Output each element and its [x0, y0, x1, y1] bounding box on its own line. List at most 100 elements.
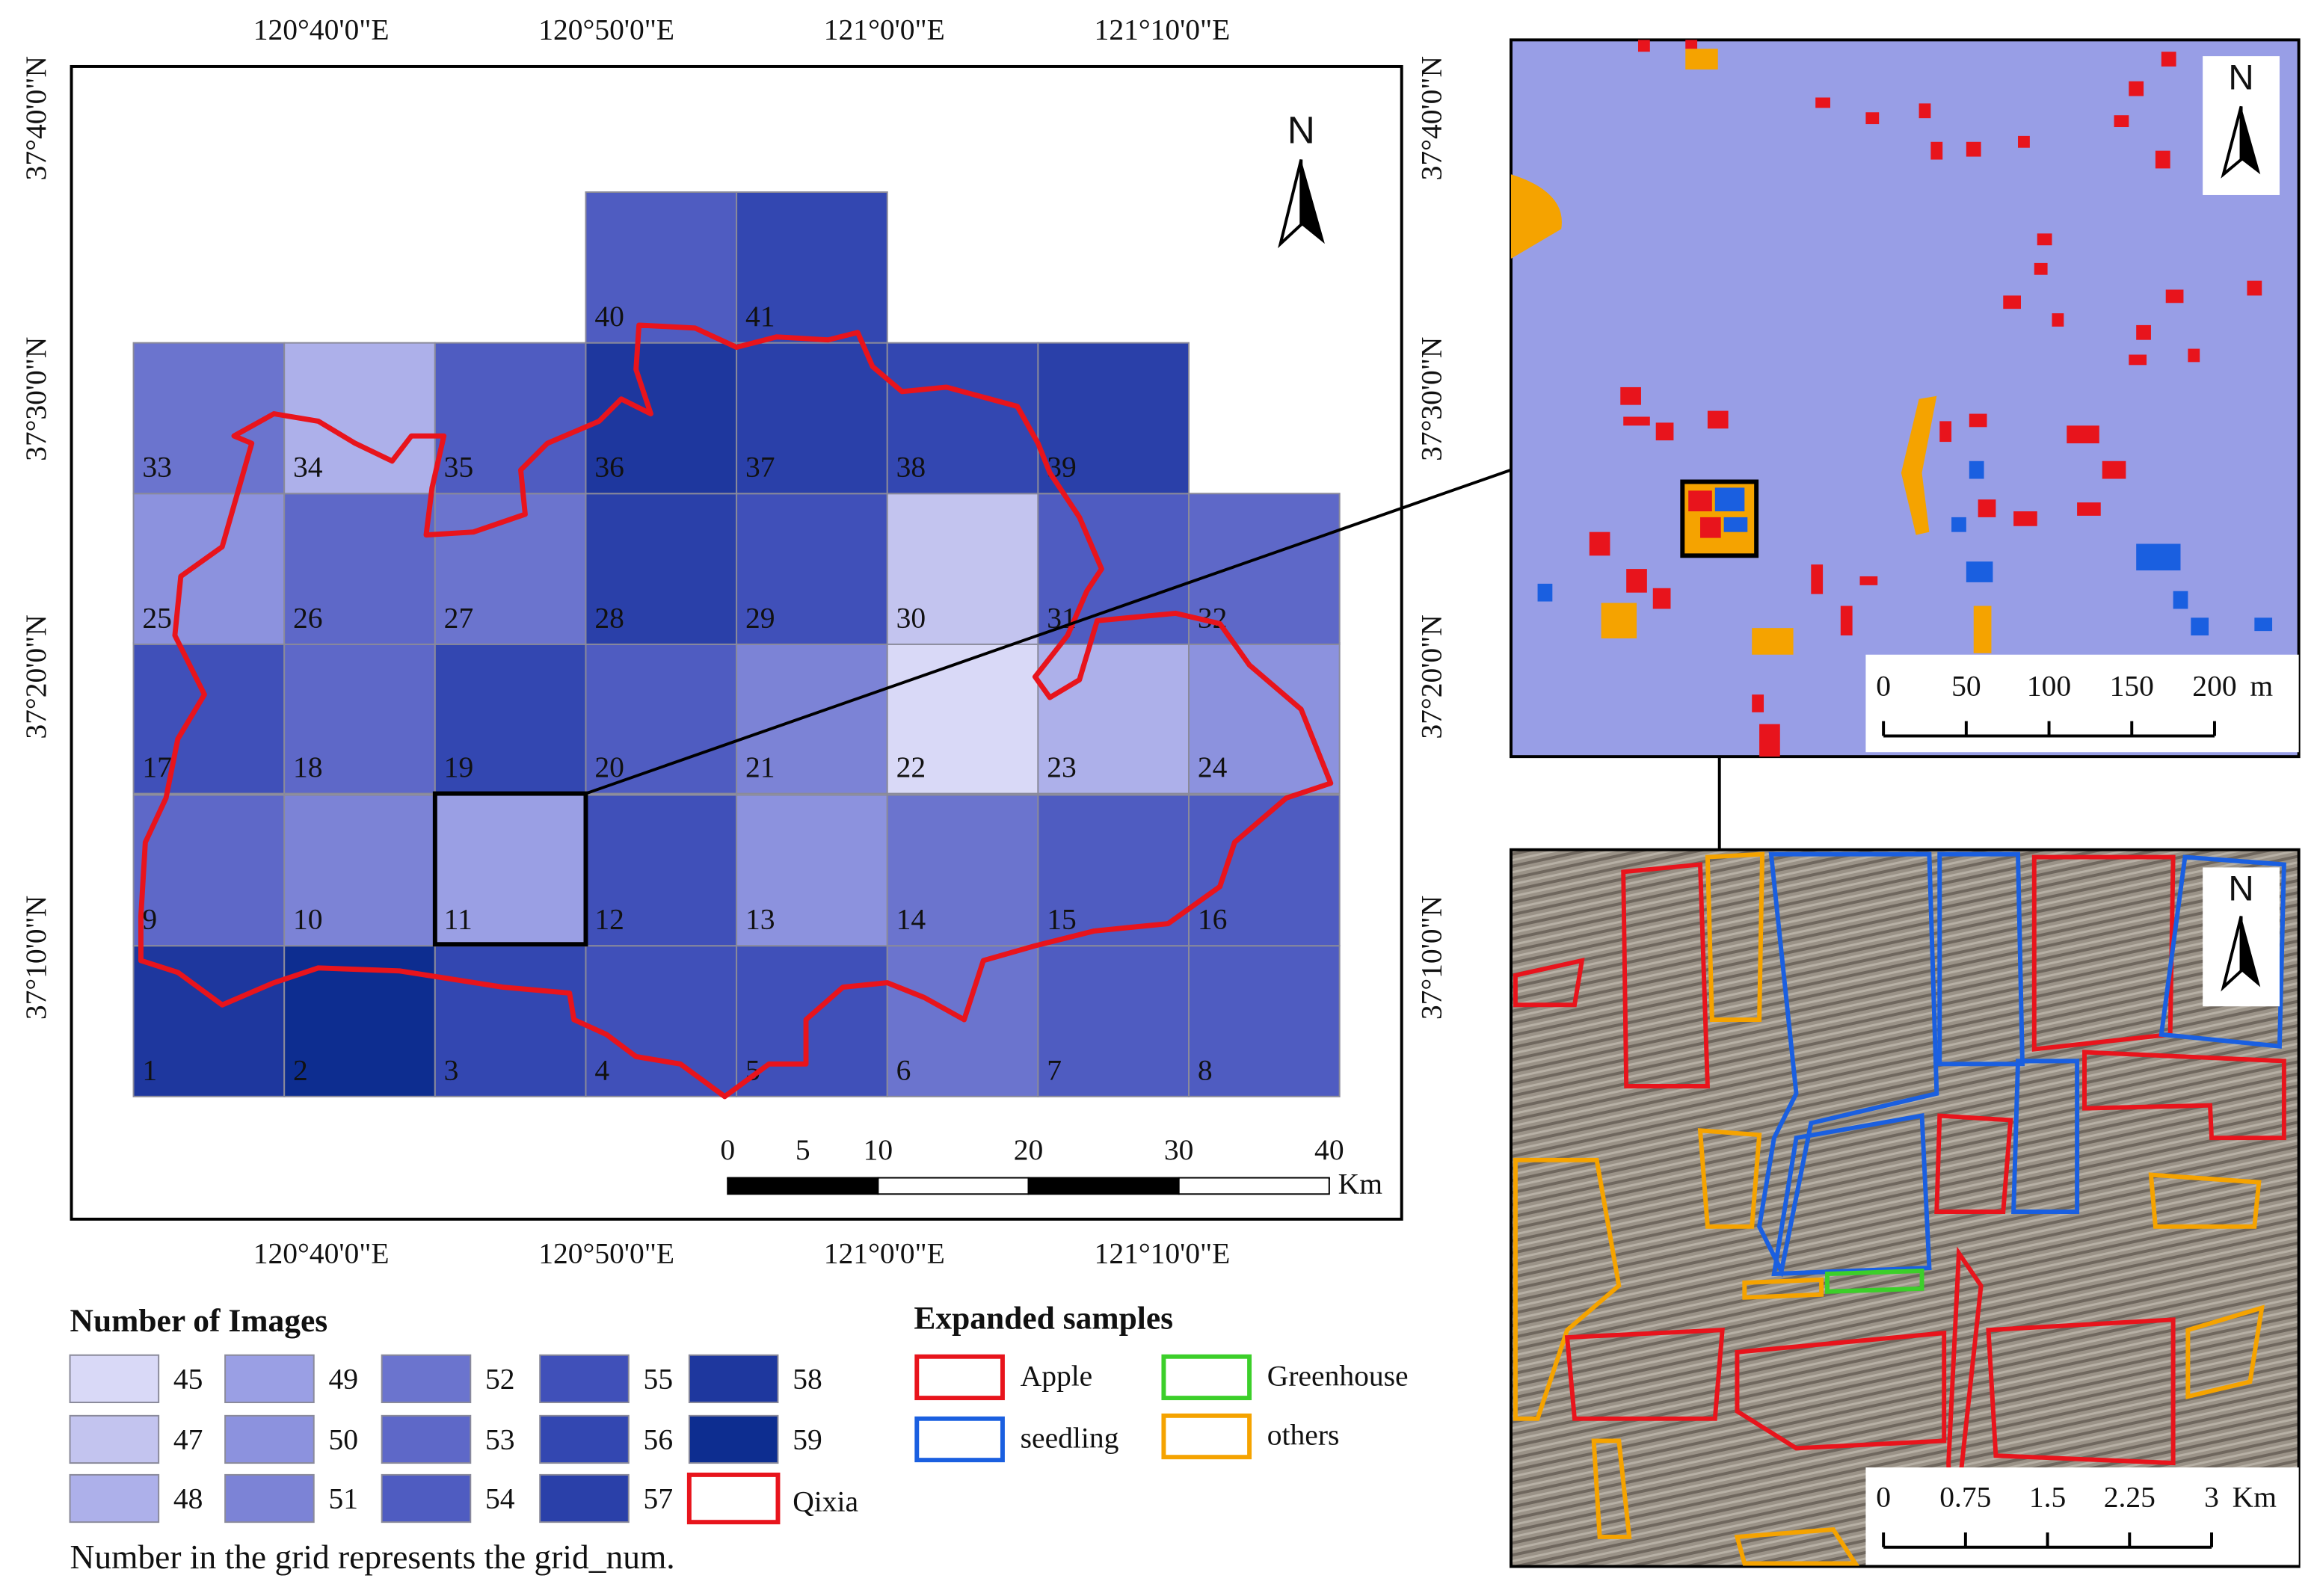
- legend-swatch: [69, 1414, 160, 1464]
- grid-cell: [736, 641, 888, 795]
- legend-swatch: [381, 1414, 472, 1464]
- scale-label: 3: [2204, 1481, 2219, 1514]
- grid-cell: [585, 794, 738, 947]
- scale-label: 0: [1876, 1481, 1891, 1514]
- grid-cell: [585, 342, 738, 495]
- legend-label: 47: [173, 1423, 203, 1455]
- north-arrow: N: [2203, 56, 2280, 195]
- cell-label: 29: [745, 601, 775, 634]
- grid-cell: [132, 794, 286, 947]
- cell-label: 20: [594, 751, 624, 783]
- lat-label: 37°20'0"N: [1415, 614, 1447, 739]
- cell-label: 7: [1047, 1053, 1062, 1086]
- legend-label: 58: [793, 1362, 822, 1395]
- grid-cell: [132, 493, 286, 645]
- scale-label: 2.25: [2104, 1481, 2156, 1514]
- lon-label: 120°50'0"E: [538, 13, 674, 46]
- cell-label: 24: [1198, 751, 1228, 783]
- legend-swatch: [69, 1473, 160, 1523]
- grid-cell: [585, 191, 738, 344]
- lat-label: 37°20'0"N: [19, 614, 52, 739]
- cell-label: 37: [745, 451, 775, 484]
- scale-label: 5: [796, 1133, 810, 1166]
- legend-label: 56: [644, 1423, 674, 1455]
- cell-label: 14: [896, 903, 926, 936]
- legend-swatch: [539, 1473, 630, 1523]
- legend-label: 45: [173, 1362, 203, 1395]
- connector: [585, 468, 1512, 795]
- grid-cell: [736, 191, 888, 344]
- note: Number in the grid represents the grid_n…: [70, 1538, 675, 1576]
- cell-label: 4: [594, 1053, 609, 1086]
- legend-swatch: [539, 1354, 630, 1404]
- cell-label: 34: [293, 451, 323, 484]
- legend-title: Number of Images: [70, 1303, 328, 1339]
- cell-label: 17: [142, 751, 172, 783]
- grid-cell: [585, 493, 738, 645]
- cell-label: 10: [293, 903, 323, 936]
- selected-cell: [432, 791, 588, 947]
- lat-label: 37°40'0"N: [1415, 56, 1447, 180]
- scale-unit: Km: [1338, 1167, 1383, 1200]
- legend-label: 54: [485, 1482, 515, 1515]
- cell-label: 18: [293, 751, 323, 783]
- legend-label: 49: [328, 1362, 358, 1395]
- grid-cell: [1188, 945, 1341, 1097]
- cell-label: 23: [1047, 751, 1077, 783]
- scale-label: 200: [2192, 669, 2236, 702]
- scale-label: 20: [1014, 1133, 1044, 1166]
- legend-swatch: [688, 1414, 779, 1464]
- lon-label: 121°0'0"E: [824, 1236, 945, 1269]
- sample-label: seedling: [1021, 1422, 1119, 1455]
- sample-swatch: [914, 1416, 1005, 1463]
- cell-label: 11: [444, 903, 473, 936]
- sample-label: Greenhouse: [1267, 1359, 1409, 1392]
- sample-label: Apple: [1021, 1359, 1093, 1392]
- cell-label: 16: [1198, 903, 1228, 936]
- legend-swatch: [224, 1414, 315, 1464]
- scale-unit: m: [2250, 669, 2273, 702]
- cell-label: 40: [594, 300, 624, 333]
- legend-label: Qixia: [793, 1485, 858, 1518]
- qixia-boundary: [138, 322, 1334, 1100]
- cell-label: 1: [142, 1053, 157, 1086]
- legend-label: 50: [328, 1423, 358, 1455]
- grid-cell: [736, 342, 888, 495]
- legend-swatch: [224, 1473, 315, 1523]
- legend-swatch: [686, 1472, 781, 1525]
- lon-label: 120°50'0"E: [538, 1236, 674, 1269]
- lon-label: 121°10'0"E: [1095, 1236, 1231, 1269]
- north-label: N: [2228, 869, 2253, 909]
- image-inset: [1510, 848, 2301, 1568]
- legend-label: 52: [485, 1362, 515, 1395]
- cell-label: 28: [594, 601, 624, 634]
- scale-label: 30: [1164, 1133, 1194, 1166]
- legend-swatch: [688, 1354, 779, 1404]
- scale-label: 10: [864, 1133, 893, 1166]
- grid-cell: [886, 493, 1039, 645]
- grid-cell: [434, 794, 587, 947]
- lon-label: 120°40'0"E: [253, 1236, 390, 1269]
- cell-label: 36: [594, 451, 624, 484]
- scale-label: 0.75: [1939, 1481, 1991, 1514]
- grid-cell: [736, 794, 888, 947]
- sample-swatch: [1161, 1354, 1252, 1401]
- sample-polygons: [1513, 851, 2286, 1566]
- cell-label: 13: [745, 903, 775, 936]
- cell-label: 19: [444, 751, 474, 783]
- scale-label: 0: [1876, 669, 1891, 702]
- legend-swatch: [381, 1473, 472, 1523]
- scale-segment: [877, 1177, 1030, 1195]
- grid-cell: [1037, 794, 1190, 947]
- lat-label: 37°10'0"N: [19, 896, 52, 1020]
- grid-cell: [283, 794, 436, 947]
- scale-label: 1.5: [2029, 1481, 2066, 1514]
- cell-label: 9: [142, 903, 157, 936]
- scale-segment: [1027, 1177, 1180, 1195]
- grid-cell: [132, 641, 286, 795]
- north-arrow: N: [2203, 867, 2280, 1007]
- north-label: N: [2228, 58, 2253, 97]
- scale-unit: Km: [2233, 1481, 2277, 1514]
- scale-label: 50: [1951, 669, 1981, 702]
- legend-swatch: [381, 1354, 472, 1404]
